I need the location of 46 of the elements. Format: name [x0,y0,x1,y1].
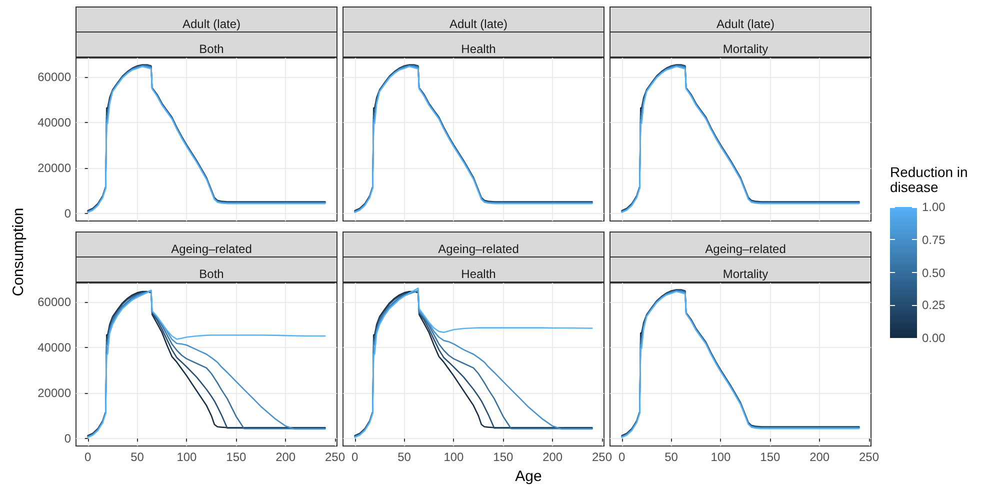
chart-subtitle: Health [461,267,496,281]
chart-subtitle: Mortality [722,42,768,56]
chart-subtitle: Health [461,42,496,56]
y-tick-label: 20000 [38,160,72,175]
y-tick-label: 40000 [38,340,72,354]
x-tick-label: 150 [226,450,246,464]
x-tick-label: 200 [276,450,296,464]
x-tick-label: 0 [84,450,92,464]
y-tick-label: 20000 [38,386,72,400]
x-tick-label: 250 [859,450,880,464]
chart-subtitle: Mortality [722,267,768,281]
x-tick-label: 250 [325,450,346,464]
color-bar-label: 0.75 [922,232,946,248]
x-tick-label: 200 [810,450,830,464]
x-tick-label: 100 [710,450,732,464]
color-bar-label: 0.25 [922,297,946,314]
x-tick-label: 150 [760,450,780,464]
chart-title: Adult (late) [449,17,508,31]
x-tick-label: 50 [398,450,412,464]
x-tick-label: 200 [542,450,563,464]
x-axis-title: Age [515,468,542,485]
y-axis-title: Consumption [10,208,28,296]
chart-title: Adult (late) [716,17,775,31]
x-tick-label: 50 [130,450,144,464]
chart-title: Ageing–related [171,242,252,256]
y-tick-label: 0 [64,206,72,221]
chart-title: Ageing–related [438,242,519,256]
color-bar-label: 1.00 [922,199,946,215]
chart-title: Adult (late) [182,17,241,31]
x-tick-label: 100 [176,450,198,464]
x-tick-label: 50 [664,450,678,464]
chart-subtitle: Both [199,42,224,56]
color-bar-title: Reduction in disease [890,164,969,195]
chart-subtitle: Both [199,267,224,281]
x-tick-label: 250 [592,450,612,464]
x-tick-label: 0 [352,450,359,464]
color-bar-label: 0.50 [922,264,946,280]
x-tick-label: 150 [493,450,514,464]
chart-title: Ageing–related [705,242,786,256]
x-tick-label: 100 [444,450,464,464]
y-tick-label: 0 [64,432,72,446]
y-tick-label: 60000 [38,294,72,309]
y-tick-label: 60000 [38,70,72,84]
color-bar-label: 0.00 [922,330,946,346]
y-tick-label: 40000 [38,115,72,130]
x-tick-label: 0 [618,450,626,464]
